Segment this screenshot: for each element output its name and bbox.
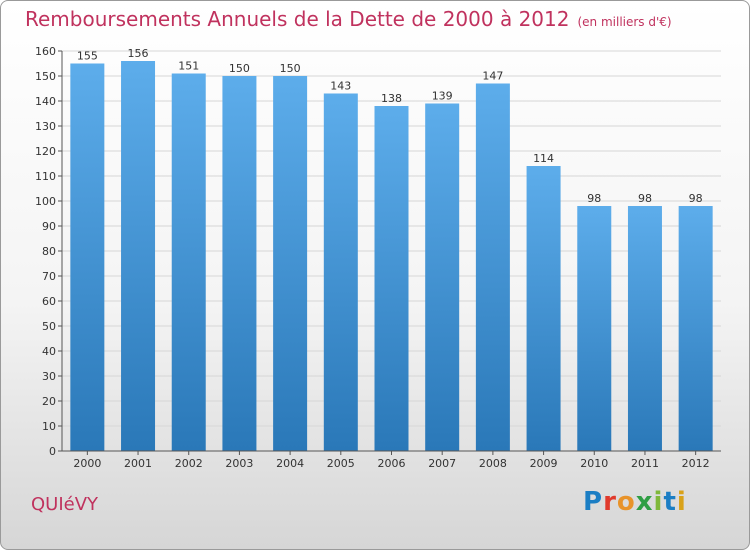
x-tick-label: 2009 (530, 457, 558, 470)
y-tick-label: 100 (35, 195, 56, 208)
y-tick-label: 130 (35, 120, 56, 133)
data-label: 138 (381, 92, 402, 105)
bar (273, 76, 308, 451)
chart-subtitle: (en milliers d'€) (577, 15, 672, 29)
y-tick-label: 80 (42, 245, 56, 258)
bar (678, 206, 713, 451)
x-tick-label: 2008 (479, 457, 507, 470)
data-label: 143 (330, 80, 351, 93)
chart-title-text: Remboursements Annuels de la Dette de 20… (25, 7, 570, 31)
y-tick-label: 30 (42, 370, 56, 383)
x-tick-label: 2012 (682, 457, 710, 470)
commune-name: QUIéVY (31, 494, 99, 515)
bar (374, 106, 409, 451)
data-label: 139 (432, 90, 453, 103)
x-tick-label: 2005 (327, 457, 355, 470)
bar (577, 206, 612, 451)
logo-letter: r (603, 487, 617, 517)
x-tick-label: 2004 (276, 457, 304, 470)
y-tick-label: 90 (42, 220, 56, 233)
y-tick-label: 70 (42, 270, 56, 283)
y-tick-label: 50 (42, 320, 56, 333)
data-label: 98 (638, 192, 652, 205)
x-tick-label: 2006 (378, 457, 406, 470)
data-label: 98 (689, 192, 703, 205)
y-tick-label: 60 (42, 295, 56, 308)
data-label: 147 (482, 70, 503, 83)
logo-letter: t (663, 487, 677, 517)
bar (526, 166, 561, 451)
data-label: 151 (178, 60, 199, 73)
bar (222, 76, 257, 451)
chart-title: Remboursements Annuels de la Dette de 20… (25, 7, 672, 31)
y-tick-label: 0 (49, 445, 56, 458)
y-tick-label: 160 (35, 45, 56, 58)
y-tick-label: 120 (35, 145, 56, 158)
x-tick-label: 2003 (225, 457, 253, 470)
data-label: 150 (280, 62, 301, 75)
logo-letter: i (676, 487, 687, 517)
data-label: 114 (533, 152, 554, 165)
x-tick-label: 2011 (631, 457, 659, 470)
logo-letter: o (616, 487, 636, 517)
bar (70, 63, 105, 451)
bar (121, 61, 156, 451)
y-tick-label: 10 (42, 420, 56, 433)
data-label: 98 (587, 192, 601, 205)
logo-letter: x (635, 487, 654, 517)
logo-letter: P (583, 487, 604, 517)
x-tick-label: 2010 (580, 457, 608, 470)
x-tick-label: 2007 (428, 457, 456, 470)
axes: 0 10 20 30 40 50 60 70 80 90 100 110 120 130 140 150 160… (35, 45, 721, 470)
x-tick-label: 2002 (175, 457, 203, 470)
y-tick-label: 40 (42, 345, 56, 358)
y-tick-label: 110 (35, 170, 56, 183)
bar (475, 83, 510, 451)
data-label: 150 (229, 62, 250, 75)
x-tick-label: 2001 (124, 457, 152, 470)
data-label: 156 (128, 47, 149, 60)
x-tick-label: 2000 (73, 457, 101, 470)
y-tick-label: 140 (35, 95, 56, 108)
bar (171, 73, 206, 451)
logo-letter: i (653, 487, 664, 517)
proxiti-logo[interactable]: Proxiti (583, 487, 687, 517)
bar (323, 93, 358, 451)
bar (627, 206, 662, 451)
y-tick-label: 20 (42, 395, 56, 408)
bar (425, 103, 460, 451)
bars: 155 156 151 150 150 143 138 139 147 114 98 98 98 (70, 47, 713, 451)
y-tick-label: 150 (35, 70, 56, 83)
data-label: 155 (77, 50, 98, 63)
